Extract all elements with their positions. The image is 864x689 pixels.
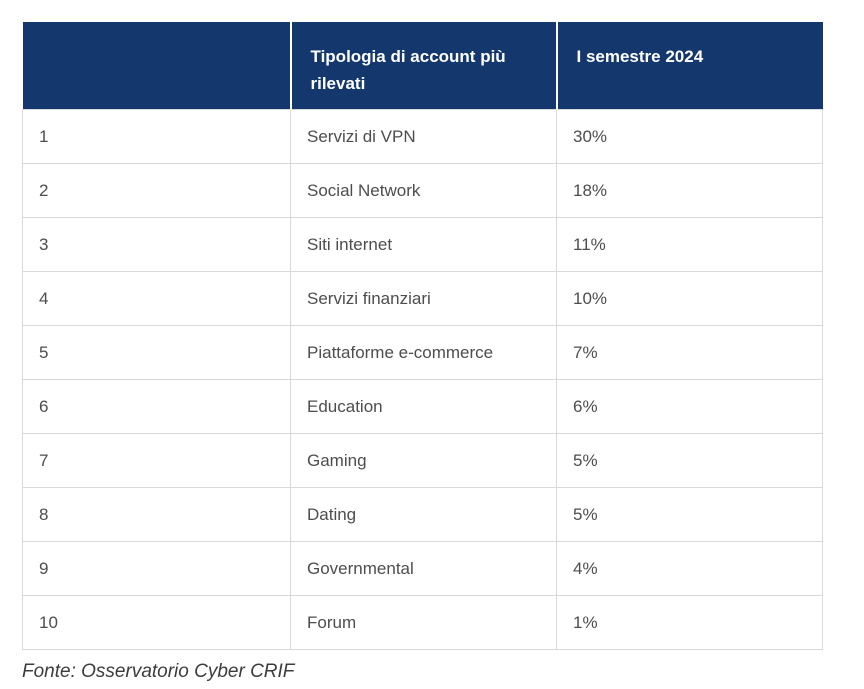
type-cell: Social Network: [290, 163, 557, 218]
rank-cell: 9: [22, 541, 291, 596]
rank-cell: 1: [22, 109, 291, 164]
table-row: 8 Dating 5%: [22, 487, 823, 542]
table-row: 1 Servizi di VPN 30%: [22, 109, 823, 164]
value-cell: 1%: [556, 595, 823, 650]
rank-cell: 6: [22, 379, 291, 434]
header-account-type: Tipologia di account più rilevati: [290, 22, 558, 110]
rank-cell: 4: [22, 271, 291, 326]
value-cell: 10%: [556, 271, 823, 326]
type-cell: Servizi di VPN: [290, 109, 557, 164]
value-cell: 5%: [556, 433, 823, 488]
table-row: 5 Piattaforme e-commerce 7%: [22, 325, 823, 380]
value-cell: 18%: [556, 163, 823, 218]
type-cell: Siti internet: [290, 217, 557, 272]
type-cell: Gaming: [290, 433, 557, 488]
table-row: 2 Social Network 18%: [22, 163, 823, 218]
value-cell: 30%: [556, 109, 823, 164]
header-row: Tipologia di account più rilevati I seme…: [22, 22, 823, 110]
table-row: 3 Siti internet 11%: [22, 217, 823, 272]
table-body: 1 Servizi di VPN 30% 2 Social Network 18…: [22, 109, 823, 650]
value-cell: 5%: [556, 487, 823, 542]
rank-cell: 7: [22, 433, 291, 488]
table-row: 9 Governmental 4%: [22, 541, 823, 596]
type-cell: Governmental: [290, 541, 557, 596]
rank-cell: 10: [22, 595, 291, 650]
account-types-table: Tipologia di account più rilevati I seme…: [22, 22, 823, 650]
type-cell: Piattaforme e-commerce: [290, 325, 557, 380]
type-cell: Servizi finanziari: [290, 271, 557, 326]
table-header: Tipologia di account più rilevati I seme…: [22, 22, 823, 110]
type-cell: Education: [290, 379, 557, 434]
value-cell: 11%: [556, 217, 823, 272]
header-rank: [22, 22, 292, 110]
type-cell: Forum: [290, 595, 557, 650]
header-period: I semestre 2024: [556, 22, 823, 110]
rank-cell: 2: [22, 163, 291, 218]
table-row: 6 Education 6%: [22, 379, 823, 434]
table-row: 7 Gaming 5%: [22, 433, 823, 488]
rank-cell: 3: [22, 217, 291, 272]
rank-cell: 8: [22, 487, 291, 542]
table-row: 10 Forum 1%: [22, 595, 823, 650]
value-cell: 6%: [556, 379, 823, 434]
rank-cell: 5: [22, 325, 291, 380]
table-row: 4 Servizi finanziari 10%: [22, 271, 823, 326]
value-cell: 4%: [556, 541, 823, 596]
source-note: Fonte: Osservatorio Cyber CRIF: [22, 661, 295, 682]
type-cell: Dating: [290, 487, 557, 542]
table-figure: Tipologia di account più rilevati I seme…: [22, 22, 823, 685]
value-cell: 7%: [556, 325, 823, 380]
